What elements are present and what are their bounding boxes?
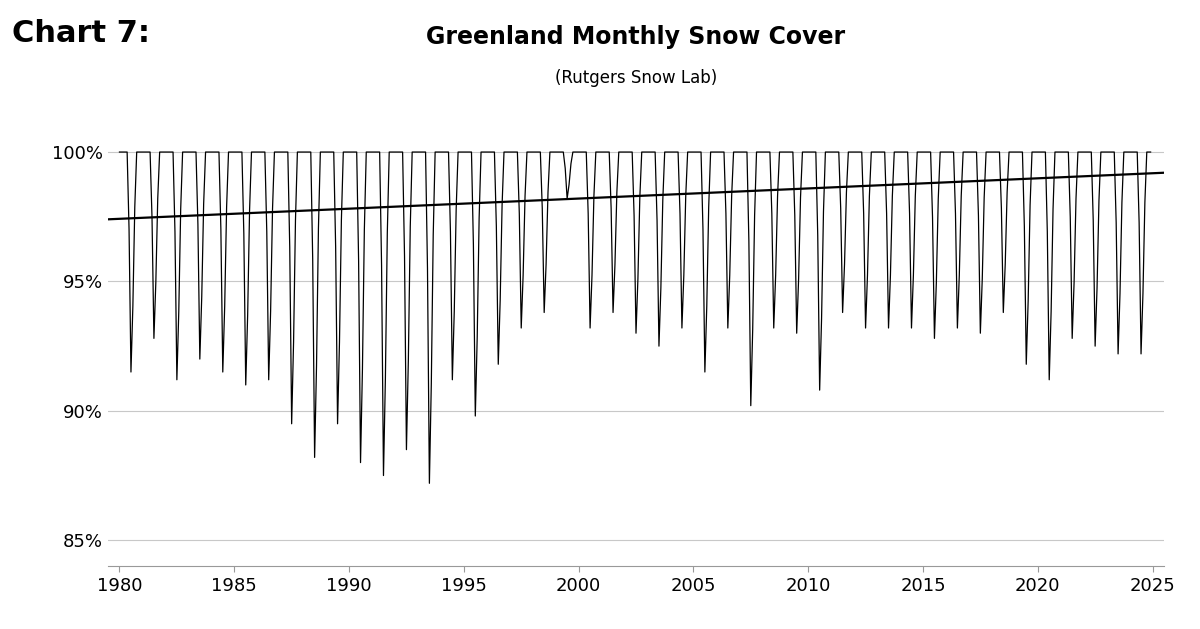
Text: (Rutgers Snow Lab): (Rutgers Snow Lab) <box>554 69 718 87</box>
Text: Greenland Monthly Snow Cover: Greenland Monthly Snow Cover <box>426 25 846 49</box>
Text: Chart 7:: Chart 7: <box>12 19 150 48</box>
